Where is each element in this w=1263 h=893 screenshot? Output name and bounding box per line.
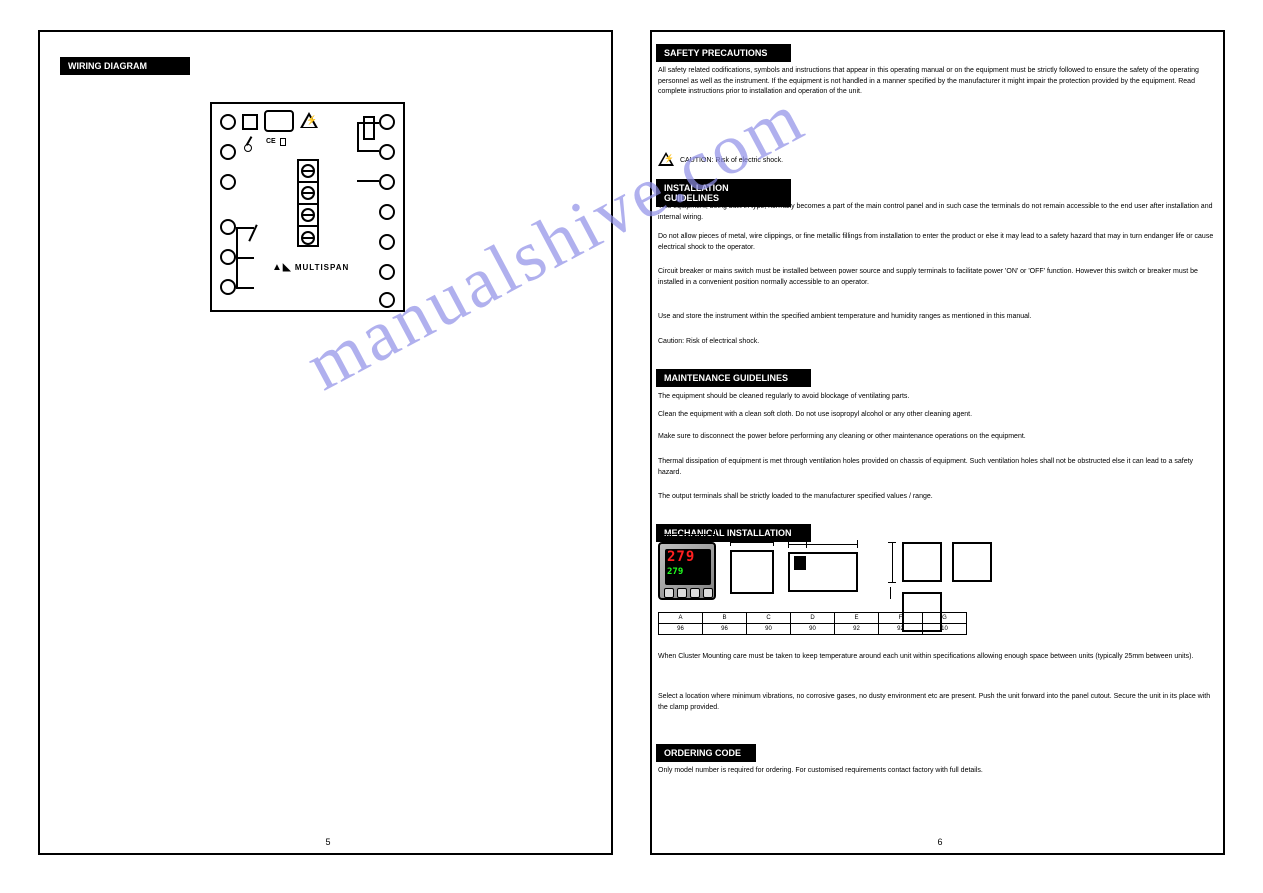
page-left: WIRING DIAGRAM ⚡ CE bbox=[38, 30, 613, 855]
maint-4: Thermal dissipation of equipment is met … bbox=[658, 457, 1218, 478]
cluster-caption: When Cluster Mounting care must be taken… bbox=[658, 652, 1218, 663]
maint-5: The output terminals shall be strictly l… bbox=[658, 492, 1218, 503]
caution-label: CAUTION: Risk of electric shock. bbox=[680, 156, 783, 167]
display-red: 279 bbox=[667, 549, 695, 565]
safety-body: All safety related codifications, symbol… bbox=[658, 66, 1218, 98]
install-3: Circuit breaker or mains switch must be … bbox=[658, 267, 1218, 288]
wiring-diagram: ⚡ CE ▲◣ MULTISPAN bbox=[210, 102, 405, 312]
wiring-header: WIRING DIAGRAM bbox=[60, 57, 190, 75]
maint-3: Make sure to disconnect the power before… bbox=[658, 432, 1218, 443]
safety-header: SAFETY PRECAUTIONS bbox=[656, 44, 791, 62]
maint-2: Clean the equipment with a clean soft cl… bbox=[658, 410, 1218, 421]
page-right: SAFETY PRECAUTIONS All safety related co… bbox=[650, 30, 1225, 855]
page-num-right: 6 bbox=[938, 837, 943, 847]
display-green: 279 bbox=[667, 567, 683, 577]
maint-1: The equipment should be cleaned regularl… bbox=[658, 392, 1218, 403]
maint-header: MAINTENANCE GUIDELINES bbox=[656, 369, 811, 387]
page-num-left: 5 bbox=[326, 837, 331, 847]
install-4: Use and store the instrument within the … bbox=[658, 312, 1218, 323]
ordering-header: ORDERING CODE bbox=[656, 744, 756, 762]
select-text: Select a location where minimum vibratio… bbox=[658, 692, 1218, 713]
install-1: This equipment, being built in type, nor… bbox=[658, 202, 1218, 223]
install-5: Caution: Risk of electrical shock. bbox=[658, 337, 1218, 348]
install-2: Do not allow pieces of metal, wire clipp… bbox=[658, 232, 1218, 253]
ordering-text: Only model number is required for orderi… bbox=[658, 766, 1218, 777]
ce-mark: CE bbox=[266, 138, 276, 145]
